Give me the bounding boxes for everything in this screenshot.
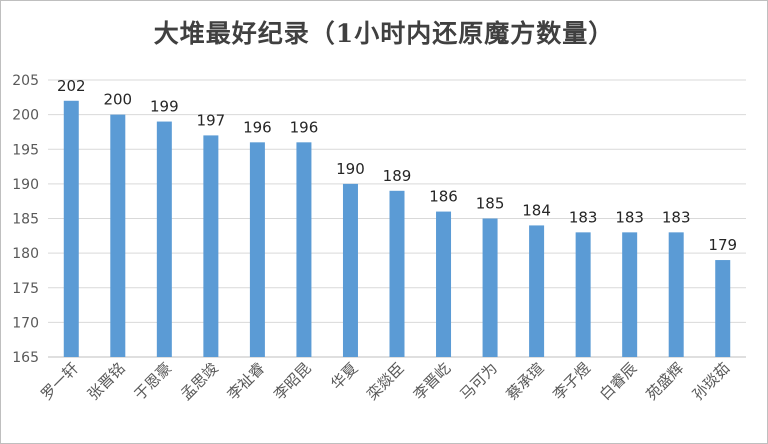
- x-tick-label: 苑盛辉: [642, 359, 687, 404]
- bar: [203, 135, 219, 357]
- data-label: 199: [150, 98, 179, 116]
- bar: [622, 232, 638, 357]
- data-label: 190: [336, 160, 365, 178]
- data-label: 183: [662, 208, 691, 226]
- x-tick-label: 蔡承瑄: [503, 359, 548, 404]
- bar: [156, 121, 172, 357]
- x-tick-label: 李昭昆: [270, 359, 315, 404]
- bar: [342, 183, 358, 357]
- x-tick-label: 孙琰茹: [689, 359, 734, 404]
- data-label: 200: [103, 91, 132, 109]
- data-label: 185: [476, 195, 505, 213]
- data-label: 197: [197, 111, 226, 129]
- x-tick-label: 李晋屹: [410, 359, 455, 404]
- y-tick-label: 170: [12, 315, 39, 331]
- data-label: 189: [383, 167, 412, 185]
- data-label: 202: [57, 77, 86, 95]
- y-tick-label: 195: [12, 142, 39, 158]
- data-label: 196: [243, 118, 272, 136]
- y-tick-label: 185: [12, 212, 39, 228]
- y-tick-label: 205: [12, 73, 39, 89]
- x-tick-label: 李祉睿: [224, 359, 269, 404]
- data-label: 179: [708, 236, 737, 254]
- bar: [436, 211, 452, 357]
- data-label: 196: [290, 118, 319, 136]
- x-tick-label: 于恩豪: [131, 359, 176, 404]
- x-tick-label: 栾燚臣: [363, 359, 408, 404]
- bar: [296, 142, 312, 357]
- x-tick-label: 马可为: [456, 359, 501, 404]
- y-tick-label: 175: [12, 281, 39, 297]
- data-label: 184: [522, 201, 551, 219]
- x-tick-label: 孟思竣: [177, 359, 222, 404]
- y-tick-label: 190: [12, 177, 39, 193]
- bar: [110, 114, 126, 357]
- y-tick-label: 200: [12, 108, 39, 124]
- bar: [63, 100, 79, 358]
- bar: [668, 232, 684, 357]
- bar: [249, 142, 265, 357]
- x-tick-label: 李子煜: [549, 359, 594, 404]
- y-tick-label: 165: [12, 350, 39, 366]
- x-tick-label: 白睿辰: [596, 359, 641, 404]
- x-tick-label: 罗一轩: [38, 359, 83, 404]
- chart-title: 大堆最好纪录（1小时内还原魔方数量）: [153, 19, 615, 48]
- bar: [715, 260, 731, 357]
- bar: [389, 190, 405, 357]
- bar: [529, 225, 545, 357]
- bar: [482, 218, 498, 357]
- bar: [575, 232, 591, 357]
- data-label: 183: [615, 208, 644, 226]
- x-tick-label: 张晋铭: [84, 359, 129, 404]
- y-tick-label: 180: [12, 246, 39, 262]
- x-tick-label: 华夏: [327, 359, 361, 393]
- data-label: 186: [429, 188, 458, 206]
- data-label: 183: [569, 208, 598, 226]
